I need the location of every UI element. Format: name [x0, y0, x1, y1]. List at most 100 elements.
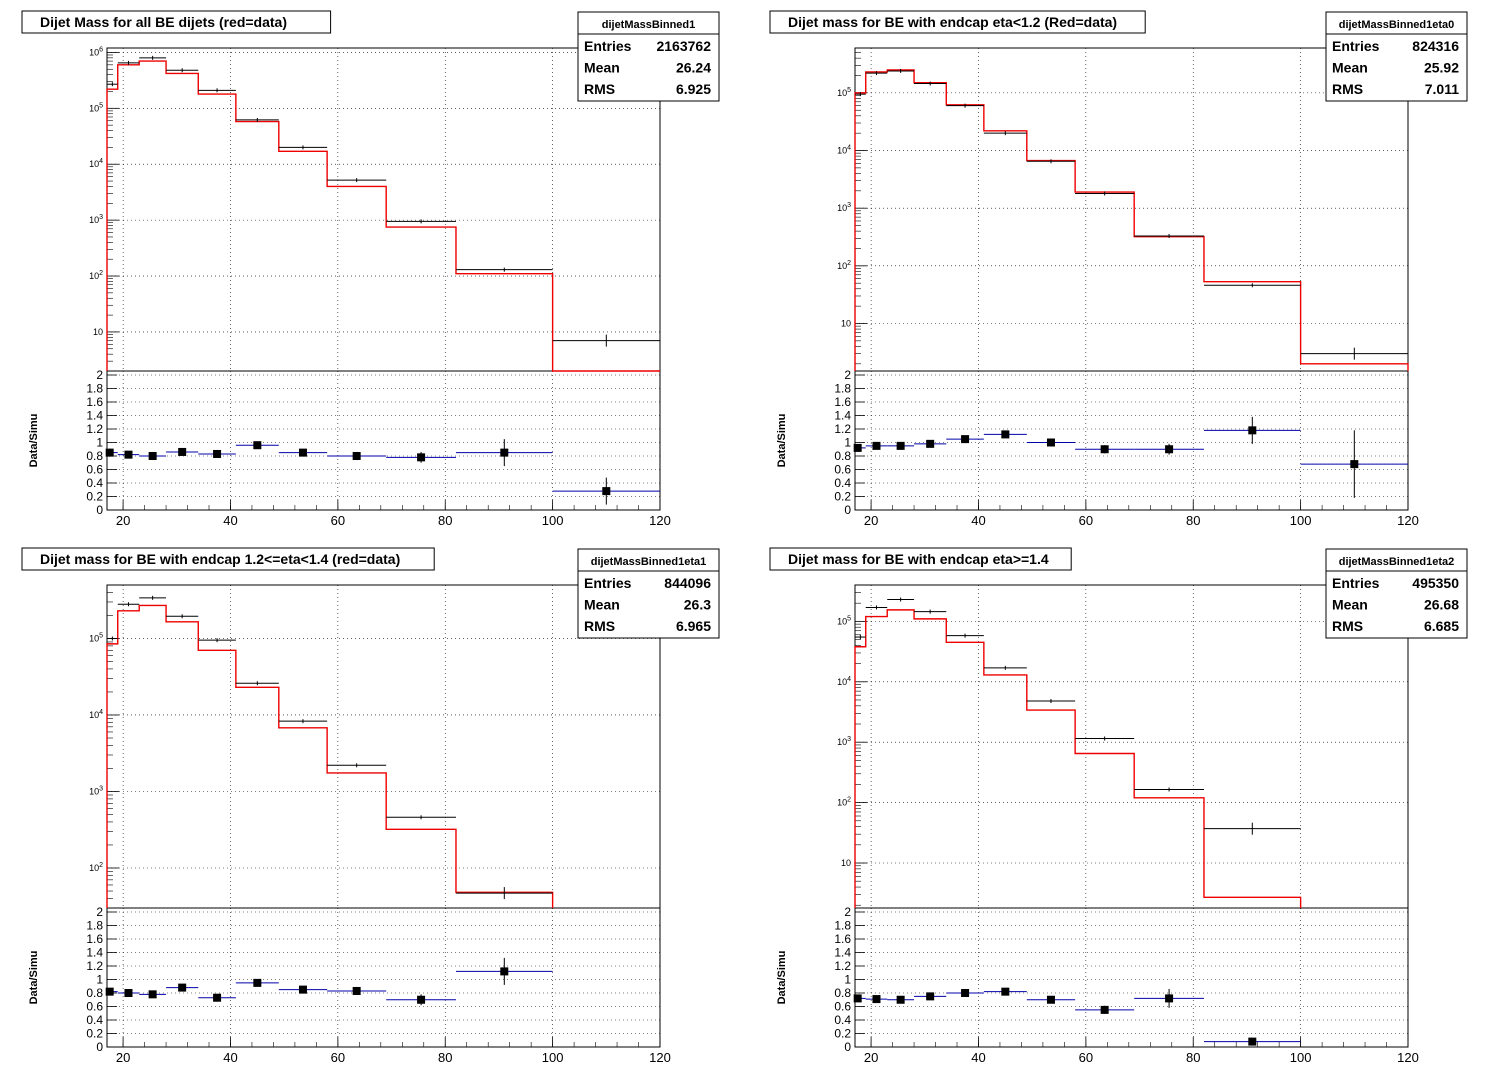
red-data-histogram [106, 604, 554, 908]
ratio-point [352, 452, 361, 460]
ratio-point [1248, 426, 1257, 435]
title-box [21, 547, 435, 571]
ratio-point [352, 986, 361, 995]
ratio-point [872, 441, 881, 450]
ratio-y-tick-label: 0.2 [834, 490, 851, 504]
stats-key: RMS [1332, 81, 1363, 97]
main-y-tick-label: 104 [89, 709, 103, 720]
ratio-point [926, 992, 935, 1001]
main-y-tick-label: 103 [837, 202, 851, 213]
x-tick-label: 20 [864, 513, 878, 528]
ratio-y-tick-label: 0.8 [86, 449, 103, 463]
stats-value: 6.965 [676, 618, 711, 634]
ratio-y-tick-label: 1.8 [834, 382, 851, 396]
ratio-y-tick-label: 1.2 [86, 422, 103, 436]
ratio-point [148, 990, 157, 999]
stats-name: dijetMassBinned1eta1 [591, 556, 707, 568]
x-tick-label: 40 [223, 513, 237, 528]
ratio-y-tick-label: 0.6 [86, 463, 103, 477]
ratio-plot-frame [854, 907, 1409, 1048]
ratio-y-tick-label: 2 [844, 905, 851, 919]
ratio-y-tick-label: 1.6 [86, 932, 103, 946]
ratio-point [1100, 445, 1109, 454]
ratio-point [961, 989, 970, 997]
x-tick-label: 60 [331, 513, 345, 528]
ratio-point [1165, 445, 1174, 454]
stats-value: 6.685 [1424, 618, 1459, 634]
x-tick-label: 120 [1397, 513, 1419, 528]
stats-key: RMS [1332, 618, 1363, 634]
red-data-histogram [106, 60, 660, 372]
ratio-point [178, 447, 187, 456]
ratio-y-tick-label: 1.2 [86, 959, 103, 973]
ratio-y-tick-label: 1 [96, 436, 103, 450]
ratio-point [1248, 1037, 1257, 1046]
stats-value: 26.3 [684, 597, 711, 613]
main-y-tick-label: 105 [837, 87, 851, 98]
main-plot-frame [854, 47, 1409, 372]
ratio-plot-frame [106, 907, 661, 1048]
ratio-point [124, 989, 133, 997]
x-tick-label: 100 [1290, 513, 1312, 528]
x-tick-label: 20 [864, 1050, 878, 1065]
x-tick-label: 60 [331, 1050, 345, 1065]
red-data-histogram [854, 69, 1409, 371]
ratio-y-tick-label: 1 [844, 436, 851, 450]
ratio-y-tick-label: 1 [96, 973, 103, 987]
stats-value: 495350 [1412, 575, 1459, 591]
stats-value: 26.24 [676, 60, 711, 76]
ratio-point [602, 487, 611, 496]
main-y-tick-label: 105 [837, 615, 851, 626]
ratio-y-axis-label: Data/Simu [776, 414, 788, 468]
ratio-y-tick-label: 0.8 [834, 986, 851, 1000]
x-tick-label: 40 [223, 1050, 237, 1065]
ratio-point [872, 995, 881, 1004]
ratio-y-tick-label: 1.8 [86, 919, 103, 933]
ratio-plot-frame [106, 370, 661, 511]
ratio-y-tick-label: 1.2 [834, 959, 851, 973]
stats-key: Entries [584, 575, 632, 591]
ratio-point [853, 994, 862, 1003]
ratio-y-tick-label: 0.4 [834, 1013, 851, 1027]
ratio-plot-frame [854, 370, 1409, 511]
ratio-y-tick-label: 1.6 [834, 395, 851, 409]
chart-panel-4: 1051041031021000.20.40.60.811.21.41.61.8… [769, 547, 1468, 1065]
main-y-tick-label: 103 [89, 785, 103, 796]
stats-key: RMS [584, 618, 615, 634]
chart-panel-1: 1061051041031021000.20.40.60.811.21.41.6… [21, 10, 720, 528]
x-tick-label: 60 [1079, 513, 1093, 528]
title-box [769, 10, 1146, 34]
main-y-tick-label: 102 [89, 270, 103, 281]
ratio-point [1165, 994, 1174, 1003]
main-y-tick-label: 105 [89, 632, 103, 643]
ratio-y-tick-label: 1.4 [86, 946, 103, 960]
stats-value: 824316 [1412, 38, 1459, 54]
ratio-y-tick-label: 2 [96, 368, 103, 382]
x-tick-label: 80 [1186, 1050, 1200, 1065]
ratio-point [213, 449, 222, 458]
ratio-point [298, 985, 307, 994]
main-plot-frame [854, 584, 1409, 909]
stats-key: RMS [584, 81, 615, 97]
ratio-y-tick-label: 1.4 [834, 409, 851, 423]
main-plot-frame [106, 47, 661, 372]
ratio-point [1001, 987, 1010, 996]
stats-value: 26.68 [1424, 597, 1459, 613]
x-tick-label: 80 [1186, 513, 1200, 528]
ratio-point [178, 983, 187, 992]
ratio-point [896, 995, 905, 1004]
stats-value: 2163762 [656, 38, 711, 54]
ratio-point [926, 439, 935, 448]
ratio-point [298, 448, 307, 457]
ratio-y-axis-label: Data/Simu [776, 951, 788, 1005]
stats-key: Mean [1332, 597, 1368, 613]
ratio-y-tick-label: 0.8 [834, 449, 851, 463]
stats-key: Mean [584, 60, 620, 76]
stats-key: Entries [584, 38, 632, 54]
title-box [21, 10, 332, 34]
main-y-tick-label: 102 [89, 862, 103, 873]
ratio-point [961, 435, 970, 444]
x-tick-label: 60 [1079, 1050, 1093, 1065]
x-tick-label: 40 [971, 1050, 985, 1065]
